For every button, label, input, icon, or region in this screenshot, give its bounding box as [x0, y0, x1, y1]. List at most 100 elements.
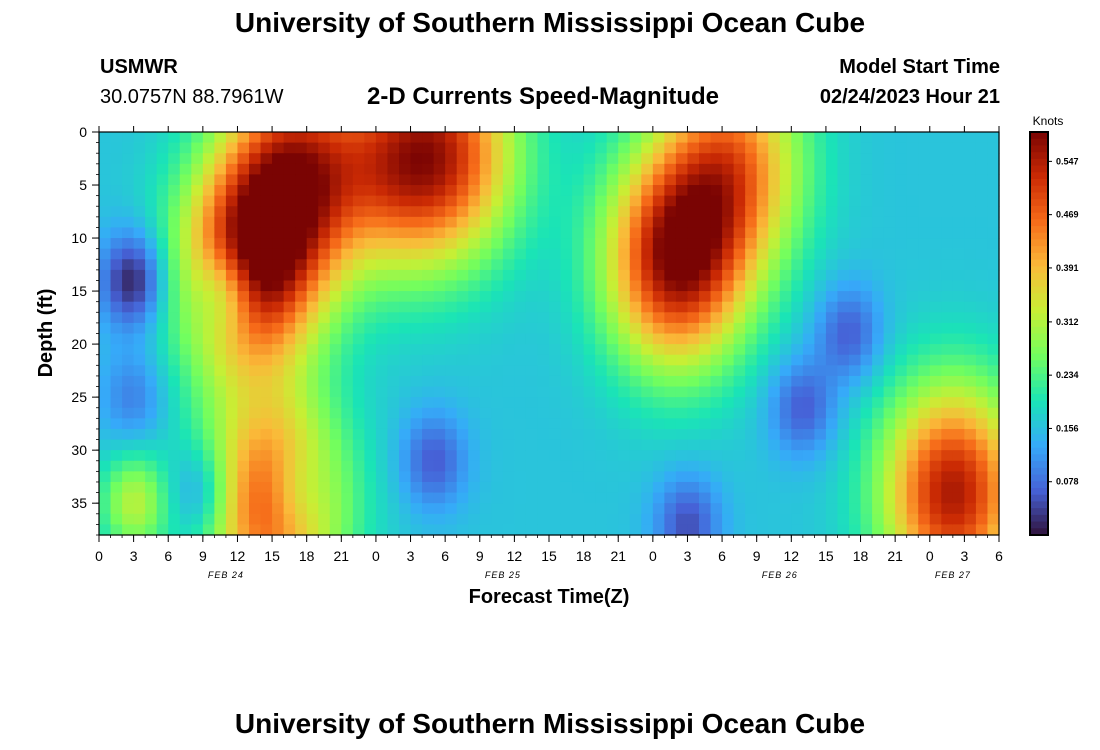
heatmap-cell [618, 397, 631, 409]
page-title-repeat: University of Southern Mississippi Ocean… [234, 708, 866, 739]
heatmap-cell [560, 291, 573, 303]
heatmap-cell [572, 513, 585, 525]
heatmap-cell [214, 312, 227, 324]
heatmap-cell [941, 206, 954, 218]
heatmap-cell [537, 333, 550, 345]
heatmap-cell [122, 280, 135, 292]
heatmap-cell [329, 418, 342, 430]
heatmap-cell [652, 503, 665, 515]
heatmap-cell [260, 471, 273, 483]
heatmap-cell [710, 418, 723, 430]
heatmap-cell [768, 195, 781, 207]
heatmap-cell [479, 407, 492, 419]
heatmap-cell [929, 259, 942, 271]
colorbar-segment [1030, 179, 1048, 187]
heatmap-cell [491, 333, 504, 345]
heatmap-cell [918, 248, 931, 260]
heatmap-cell [145, 142, 158, 154]
heatmap-cell [237, 418, 250, 430]
heatmap-cell [202, 365, 215, 377]
heatmap-cell [133, 163, 146, 176]
heatmap-cell [214, 206, 227, 218]
heatmap-cell [99, 397, 112, 409]
heatmap-cell [652, 195, 665, 207]
heatmap-cell [468, 238, 481, 250]
x-date-label: FEB 25 [485, 570, 521, 580]
heatmap-cell [987, 322, 1000, 335]
heatmap-cell [952, 195, 965, 207]
heatmap-cell [952, 216, 965, 229]
heatmap-cell [133, 301, 146, 313]
heatmap-cell [341, 142, 354, 154]
heatmap-cell [583, 163, 596, 176]
heatmap-cell [433, 153, 446, 165]
heatmap-cell [249, 375, 262, 388]
heatmap-cell [352, 439, 365, 451]
heatmap-cell [987, 524, 1000, 536]
heatmap-cell [318, 344, 331, 356]
heatmap-cell [814, 322, 827, 335]
heatmap-cell [145, 132, 158, 144]
heatmap-cell [260, 227, 273, 239]
heatmap-cell [525, 397, 539, 409]
heatmap-cell [629, 524, 642, 536]
heatmap-cell [387, 259, 400, 271]
heatmap-cell [133, 439, 146, 451]
heatmap-cell [145, 227, 158, 239]
heatmap-cell [549, 312, 562, 324]
heatmap-cell [456, 259, 469, 271]
heatmap-cell [433, 365, 446, 377]
heatmap-cell [664, 216, 677, 229]
heatmap-cell [514, 471, 527, 483]
x-tick-label: 12 [507, 548, 523, 564]
heatmap-cell [802, 280, 815, 292]
heatmap-cell [179, 195, 192, 207]
heatmap-cell [133, 428, 146, 441]
heatmap-cell [745, 153, 758, 165]
heatmap-cell [341, 185, 354, 197]
heatmap-cell [641, 481, 654, 494]
heatmap-cell [237, 280, 250, 292]
heatmap-cell [145, 301, 158, 313]
heatmap-cell [699, 163, 712, 176]
heatmap-cell [260, 269, 273, 282]
heatmap-cell [883, 344, 896, 356]
heatmap-cell [306, 333, 319, 345]
heatmap-cell [814, 132, 827, 144]
heatmap-cell [652, 375, 665, 388]
heatmap-cell [179, 439, 192, 451]
heatmap-cell [433, 259, 446, 271]
heatmap-cell [341, 471, 354, 483]
heatmap-cell [722, 354, 735, 366]
heatmap-cell [872, 428, 885, 441]
heatmap-cell [779, 280, 792, 292]
heatmap-cell [445, 365, 458, 377]
heatmap-cell [629, 216, 642, 229]
heatmap-cell [987, 280, 1000, 292]
heatmap-cell [595, 132, 608, 144]
heatmap-cell [318, 163, 331, 176]
heatmap-cell [929, 460, 942, 472]
heatmap-cell [295, 450, 308, 462]
heatmap-cell [191, 216, 204, 229]
heatmap-cell [191, 365, 204, 377]
heatmap-cell [606, 428, 619, 441]
heatmap-cell [583, 513, 596, 525]
heatmap-cell [525, 216, 539, 229]
heatmap-cell [618, 481, 631, 494]
heatmap-cell [387, 322, 400, 335]
heatmap-cell [329, 174, 342, 186]
heatmap-cell [675, 375, 689, 388]
heatmap-cell [364, 513, 377, 525]
heatmap-cell [699, 142, 712, 154]
heatmap-cell [502, 354, 515, 366]
heatmap-cell [987, 439, 1000, 451]
heatmap-cell [641, 503, 654, 515]
heatmap-cell [906, 481, 919, 494]
heatmap-cell [145, 333, 158, 345]
heatmap-cell [652, 344, 665, 356]
heatmap-cell [895, 280, 908, 292]
heatmap-cell [422, 185, 435, 197]
heatmap-cell [422, 248, 435, 260]
heatmap-cell [537, 386, 550, 398]
